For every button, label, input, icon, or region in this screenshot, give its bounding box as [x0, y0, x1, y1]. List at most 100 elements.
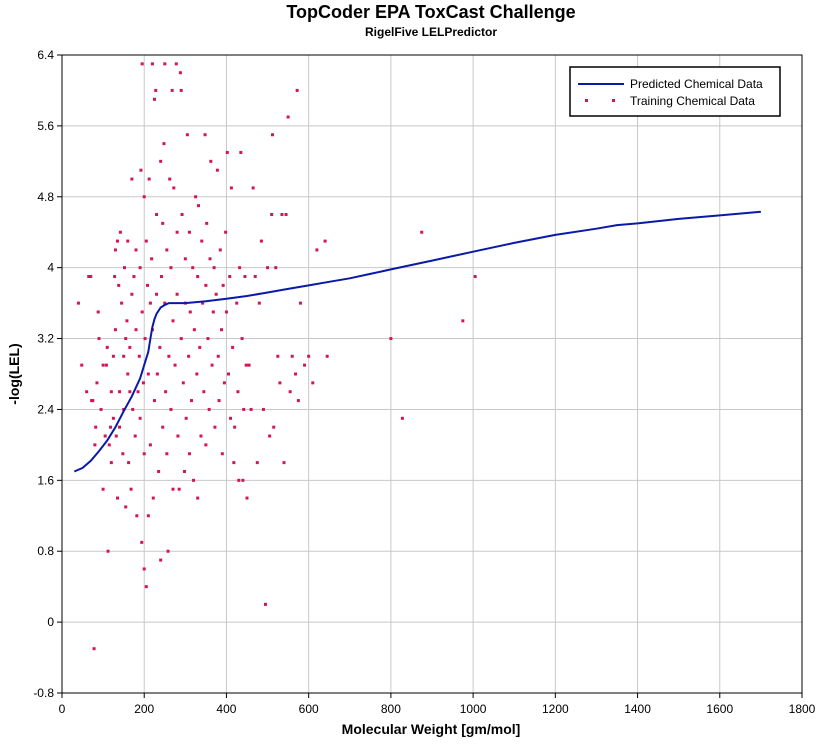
training-point [93, 443, 97, 447]
training-point [196, 275, 200, 279]
training-point [208, 257, 212, 261]
training-point [168, 177, 172, 181]
training-point [109, 461, 113, 465]
training-point [95, 381, 99, 385]
y-axis-ticks: -0.8 0 0.8 1.6 2.4 3.2 4 4.8 5.6 6.4 [33, 48, 62, 700]
training-point [261, 407, 265, 411]
training-point [175, 292, 179, 296]
training-point [147, 177, 151, 181]
training-point [232, 461, 236, 465]
training-point [140, 310, 144, 314]
training-point [274, 266, 278, 270]
training-point [244, 363, 248, 367]
training-point [151, 496, 155, 500]
training-point [231, 345, 235, 349]
training-point [179, 337, 183, 341]
training-point [169, 266, 173, 270]
training-point [109, 390, 113, 394]
training-point [203, 133, 207, 137]
training-point [150, 257, 154, 261]
training-point [169, 407, 173, 411]
training-point [122, 266, 126, 270]
x-axis-label: Molecular Weight [gm/mol] [342, 721, 521, 737]
training-point [255, 461, 259, 465]
training-point [146, 372, 150, 376]
training-point [163, 62, 167, 66]
training-point [159, 558, 163, 562]
training-point [177, 487, 181, 491]
training-point [286, 115, 290, 119]
training-point [155, 292, 159, 296]
training-point [171, 319, 175, 323]
training-point [167, 354, 171, 358]
training-point [142, 195, 146, 199]
training-point [298, 301, 302, 305]
training-point [276, 354, 280, 358]
training-point [158, 345, 162, 349]
training-point [111, 354, 115, 358]
training-point [461, 319, 465, 323]
training-point [188, 310, 192, 314]
training-point [295, 88, 299, 92]
training-point [242, 407, 246, 411]
training-point [211, 310, 215, 314]
training-point [146, 283, 150, 287]
training-point [278, 381, 282, 385]
training-point [92, 647, 96, 651]
training-point [253, 275, 257, 279]
training-point [162, 142, 166, 146]
training-point [117, 283, 121, 287]
training-point [99, 407, 103, 411]
training-point [245, 496, 249, 500]
training-point [113, 328, 117, 332]
training-point [121, 452, 125, 456]
legend-scatter-swatch [612, 99, 615, 102]
training-point [124, 505, 128, 509]
training-point [181, 381, 185, 385]
training-point [204, 443, 208, 447]
plot-frame [61, 54, 803, 694]
training-point [96, 310, 100, 314]
training-point [142, 567, 146, 571]
training-point [315, 248, 319, 252]
training-point [400, 416, 404, 420]
training-point [184, 416, 188, 420]
y-tick-label: 4 [47, 261, 54, 275]
training-point [143, 337, 147, 341]
training-point [228, 275, 232, 279]
training-point [272, 425, 276, 429]
training-point [130, 292, 134, 296]
training-point [171, 487, 175, 491]
training-point [89, 275, 93, 279]
training-point [389, 337, 393, 341]
training-point [116, 496, 119, 500]
training-point [165, 452, 169, 456]
training-point [104, 363, 108, 367]
training-point [122, 354, 126, 358]
training-point [185, 133, 189, 137]
training-point [118, 230, 122, 234]
training-point [138, 416, 142, 420]
predicted-line [73, 210, 761, 473]
training-point [222, 381, 226, 385]
training-point [133, 434, 137, 438]
training-point [199, 434, 203, 438]
training-point [205, 221, 209, 225]
training-point [118, 390, 122, 394]
training-point [266, 266, 270, 270]
training-point [125, 319, 129, 323]
training-point [241, 478, 245, 482]
training-point [120, 301, 124, 305]
training-point [176, 434, 180, 438]
training-point [202, 390, 206, 394]
training-point [290, 354, 294, 358]
training-point [155, 372, 159, 376]
training-point [157, 469, 161, 473]
training-point [138, 266, 142, 270]
training-point [166, 549, 170, 553]
training-point [224, 310, 228, 314]
y-tick-label: 2.4 [37, 402, 54, 416]
training-point [325, 354, 329, 358]
training-point [101, 487, 105, 491]
x-tick-label: 0 [59, 702, 66, 716]
